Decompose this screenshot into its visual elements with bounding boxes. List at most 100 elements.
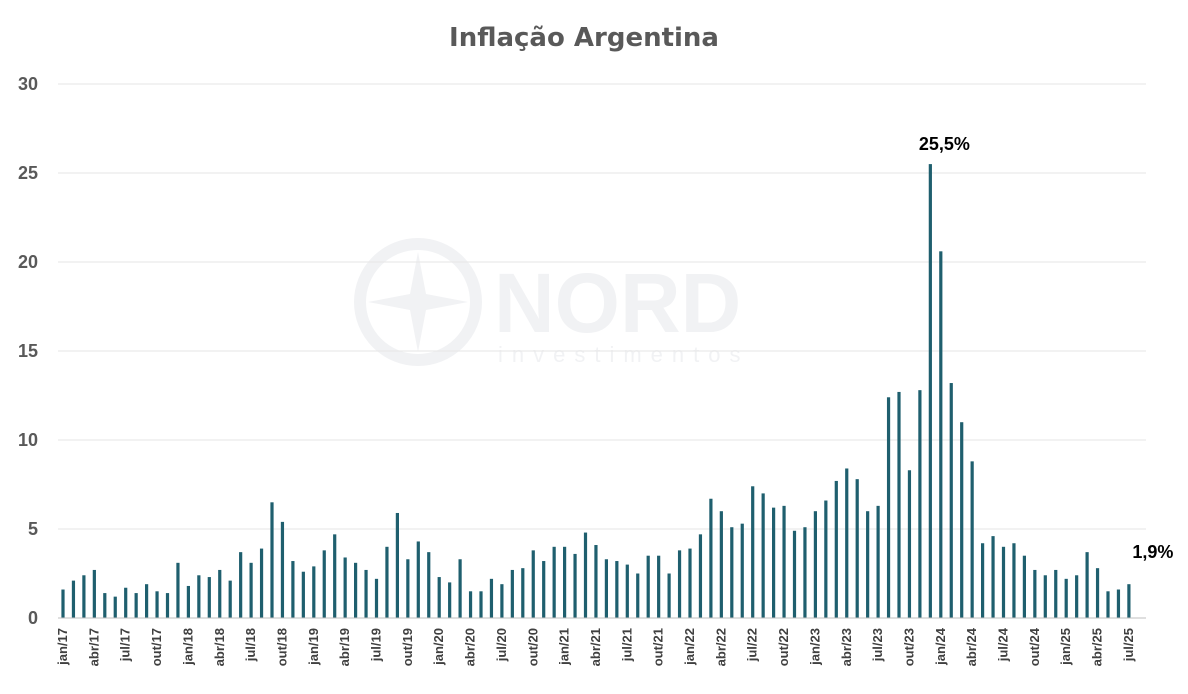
- bar-out/19: [406, 559, 410, 618]
- bar-jul/20: [500, 584, 504, 618]
- bar-jan/24: [939, 251, 943, 618]
- x-tick-label: jan/19: [306, 628, 321, 666]
- bar-mai/18: [228, 580, 232, 618]
- x-tick-label: abr/19: [337, 628, 352, 666]
- bar-dez/17: [176, 562, 180, 618]
- bar-abr/25: [1095, 568, 1100, 618]
- bar-jan/22: [688, 548, 692, 618]
- bar-abr/19: [343, 557, 347, 618]
- x-tick-label: abr/25: [1090, 628, 1105, 666]
- bar-set/19: [395, 512, 399, 618]
- bar-mar/17: [82, 575, 86, 618]
- chart-title: Inflação Argentina: [449, 23, 719, 53]
- bar-fev/20: [448, 582, 452, 618]
- bar-jun/17: [113, 596, 117, 618]
- bar-mai/19: [354, 562, 358, 618]
- x-axis: jan/17 abr/17 jul/17 out/17 jan/18 abr/18 jul/…: [55, 627, 1136, 666]
- bar-fev/25: [1075, 575, 1079, 618]
- bar-jan/18: [186, 585, 190, 618]
- bar-out/23: [907, 470, 912, 618]
- y-tick-label: 20: [18, 252, 38, 272]
- x-tick-label: jan/21: [557, 628, 572, 666]
- x-tick-label: jul/22: [745, 628, 760, 662]
- bar-ago/18: [259, 548, 264, 618]
- bar-jul/24: [1001, 546, 1006, 618]
- bar-ago/17: [134, 593, 138, 618]
- bar-nov/18: [291, 561, 295, 618]
- bar-jun/19: [364, 569, 368, 618]
- bar-mai/17: [103, 593, 107, 618]
- bar-fev/24: [949, 383, 953, 618]
- bar-mai/24: [981, 543, 985, 618]
- bar-dez/23: [928, 164, 932, 618]
- bar-mar/21: [583, 532, 588, 618]
- x-tick-label: out/20: [525, 628, 540, 666]
- x-tick-label: abr/20: [463, 628, 478, 666]
- bar-jan/19: [312, 566, 316, 618]
- x-tick-label: jul/18: [243, 628, 258, 662]
- bar-mai/22: [730, 527, 734, 618]
- bar-set/20: [521, 568, 525, 618]
- x-tick-label: out/23: [901, 628, 916, 666]
- bar-fev/21: [573, 553, 577, 618]
- bar-abr/23: [845, 468, 849, 618]
- bar-set/24: [1022, 555, 1026, 618]
- bar-nov/21: [667, 573, 671, 618]
- bar-dez/19: [427, 552, 431, 618]
- x-tick-label: abr/22: [713, 628, 728, 666]
- x-tick-label: jul/23: [870, 628, 885, 662]
- bar-jun/21: [615, 561, 619, 618]
- x-tick-label: abr/21: [588, 628, 603, 666]
- bar-jul/22: [751, 486, 755, 618]
- x-tick-label: jan/17: [55, 628, 70, 666]
- bar-ago/19: [385, 546, 389, 618]
- x-tick-label: jul/20: [494, 628, 509, 662]
- x-tick-label: jan/24: [933, 627, 948, 666]
- x-tick-label: out/17: [149, 628, 164, 666]
- bar-abr/20: [468, 591, 473, 618]
- bar-nov/20: [542, 561, 546, 618]
- bar-jul/25: [1127, 584, 1131, 618]
- bars: [61, 164, 1131, 618]
- bar-fev/17: [71, 580, 76, 618]
- bar-mar/19: [333, 534, 337, 618]
- bar-mar/22: [709, 498, 713, 618]
- bar-set/23: [897, 391, 901, 618]
- bar-mai/23: [855, 479, 859, 618]
- y-tick-label: 30: [18, 74, 38, 94]
- bar-nov/23: [918, 390, 922, 618]
- bar-out/17: [155, 591, 159, 618]
- bar-dez/21: [677, 550, 682, 618]
- x-tick-label: jan/20: [431, 628, 446, 666]
- bar-abr/21: [594, 545, 598, 618]
- bar-jun/24: [991, 536, 995, 618]
- compass-star-icon: [354, 238, 482, 366]
- y-tick-label: 5: [28, 519, 38, 539]
- bar-jan/23: [813, 511, 817, 618]
- bar-jan/20: [437, 577, 441, 618]
- bar-jun/18: [239, 552, 243, 618]
- bar-out/24: [1033, 569, 1037, 618]
- bar-set/18: [270, 502, 274, 618]
- watermark: NORD investimentos: [354, 238, 750, 367]
- bar-out/18: [280, 521, 285, 618]
- bar-jun/23: [866, 511, 870, 618]
- bar-mar/20: [458, 559, 462, 618]
- bar-ago/20: [510, 569, 514, 618]
- bar-jan/25: [1064, 578, 1068, 618]
- bar-out/20: [531, 550, 535, 618]
- bar-mar/23: [834, 480, 838, 618]
- x-tick-label: jul/21: [619, 628, 634, 662]
- bar-mar/25: [1085, 552, 1089, 618]
- bar-out/21: [657, 555, 661, 618]
- bar-jul/17: [124, 587, 128, 618]
- x-tick-label: jan/25: [1058, 628, 1073, 666]
- bar-jun/25: [1116, 589, 1121, 618]
- watermark-sub: investimentos: [498, 342, 750, 367]
- bar-abr/17: [92, 569, 96, 618]
- bar-nov/24: [1043, 575, 1047, 618]
- bar-abr/24: [970, 461, 974, 618]
- x-tick-label: jan/23: [807, 628, 822, 666]
- bar-fev/19: [322, 550, 326, 618]
